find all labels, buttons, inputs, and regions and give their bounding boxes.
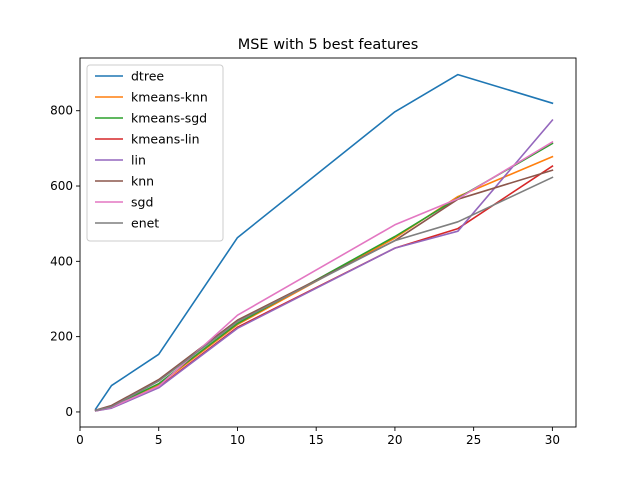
y-axis: 0 200 400 600 800 [50, 104, 80, 419]
y-tick-label: 800 [50, 104, 73, 118]
y-tick-label: 400 [50, 254, 73, 268]
legend-box [86, 64, 224, 242]
legend-label-sgd: sgd [131, 195, 153, 210]
series-line-dtree [94, 73, 554, 411]
legend: dtree kmeans-knn kmeans-sgd kmeans-lin lin kn… [86, 64, 224, 242]
y-tick-label: 0 [65, 405, 73, 419]
x-tick-label: 10 [230, 433, 245, 447]
legend-label-knn: knn [131, 174, 154, 189]
series-line-enet [94, 176, 554, 412]
legend-label-kmeans-sgd: kmeans-sgd [131, 111, 207, 126]
x-tick-label: 25 [466, 433, 481, 447]
y-tick-label: 600 [50, 179, 73, 193]
legend-label-dtree: dtree [131, 69, 164, 84]
x-tick-label: 5 [155, 433, 163, 447]
x-tick-label: 0 [76, 433, 84, 447]
plot-area [79, 57, 577, 428]
legend-label-enet: enet [131, 216, 159, 231]
plot-frame [79, 57, 577, 428]
x-axis: 0 5 10 15 20 25 30 [76, 427, 560, 447]
legend-label-lin: lin [131, 153, 146, 168]
x-tick-label: 15 [309, 433, 324, 447]
x-tick-label: 30 [545, 433, 560, 447]
chart-title: MSE with 5 best features [238, 37, 419, 53]
legend-label-kmeans-knn: kmeans-knn [131, 90, 208, 105]
y-tick-label: 200 [50, 330, 73, 344]
legend-label-kmeans-lin: kmeans-lin [131, 132, 200, 147]
x-tick-label: 20 [387, 433, 402, 447]
